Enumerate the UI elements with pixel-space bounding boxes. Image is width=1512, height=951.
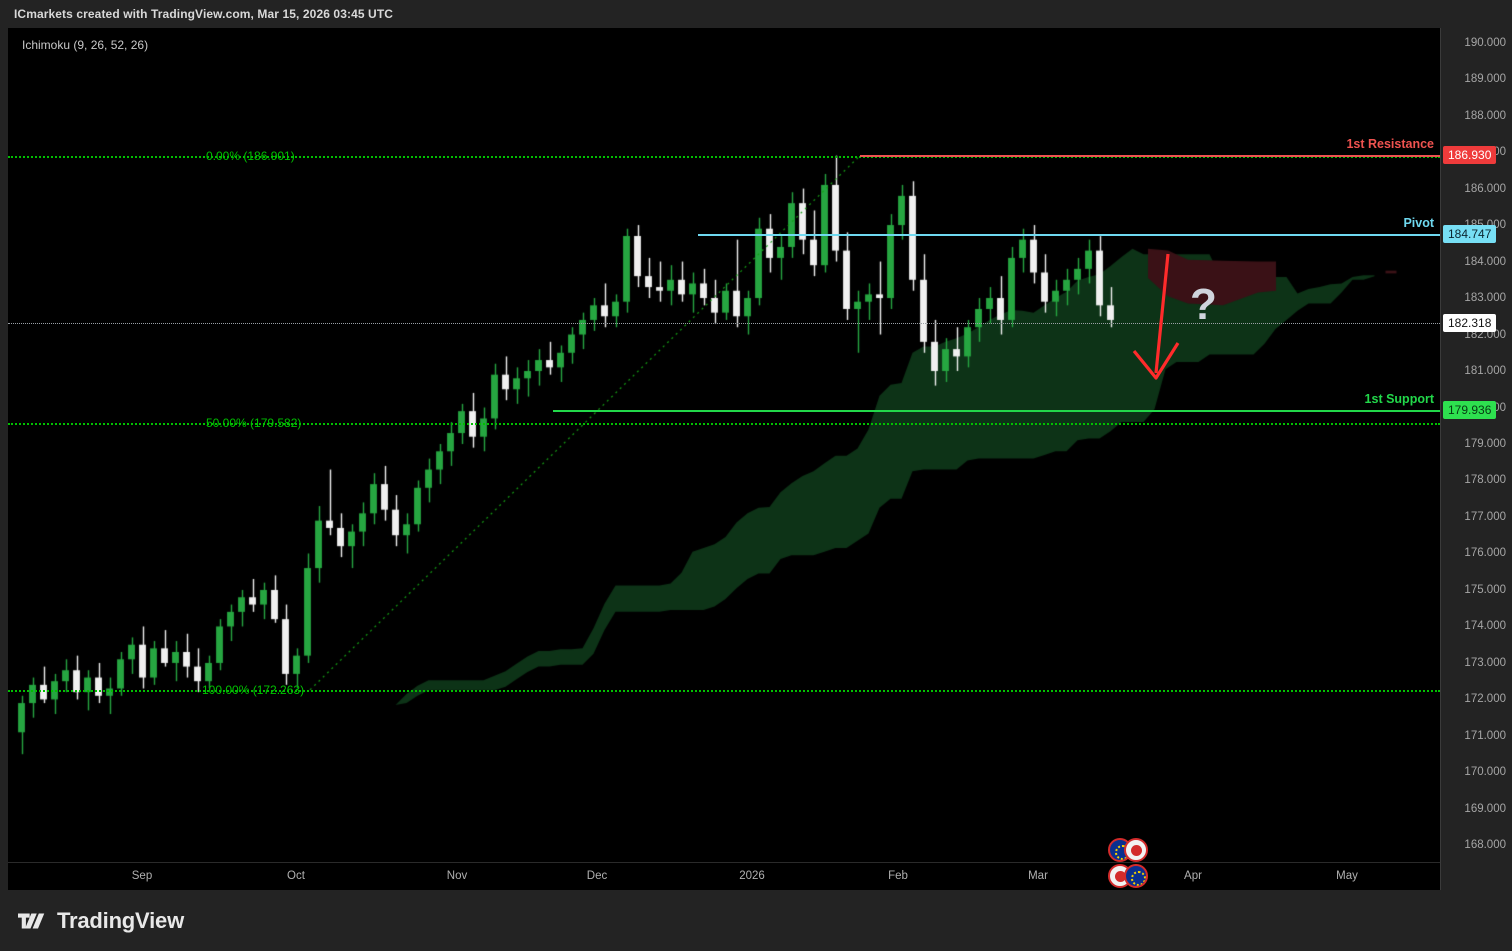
price-tick: 173.000 — [1464, 656, 1506, 669]
price-tick: 174.000 — [1464, 620, 1506, 633]
chart-footer: TradingView — [0, 890, 1512, 951]
time-tick: Nov — [446, 870, 468, 882]
price-tick: 172.000 — [1464, 693, 1506, 706]
level-label-pivot: Pivot — [1403, 216, 1434, 231]
price-tick: 189.000 — [1464, 73, 1506, 86]
level-line-pivot — [698, 234, 1440, 237]
price-tick: 171.000 — [1464, 729, 1506, 742]
price-tick: 190.000 — [1464, 36, 1506, 49]
last-price-line — [8, 322, 1440, 324]
price-tick: 168.000 — [1464, 839, 1506, 852]
price-tick: 188.000 — [1464, 109, 1506, 122]
price-tick: 175.000 — [1464, 583, 1506, 596]
tradingview-logo[interactable]: TradingView — [18, 908, 184, 934]
fib-label: 100.00% (172.263) — [202, 682, 305, 697]
price-badge-1st-resistance: 186.930 — [1443, 145, 1497, 164]
tradingview-wordmark: TradingView — [57, 907, 184, 933]
price-tick: 169.000 — [1464, 802, 1506, 815]
chart-header-title: ICmarkets created with TradingView.com, … — [14, 7, 394, 21]
level-label-1st-resistance: 1st Resistance — [1346, 136, 1434, 151]
chart-header: ICmarkets created with TradingView.com, … — [0, 0, 1512, 28]
fib-line — [8, 689, 1440, 692]
symbol-flag-pair-top — [1108, 838, 1148, 862]
time-scale[interactable]: Sep Oct Nov Dec 2026 Feb Mar Apr May — [8, 862, 1440, 890]
price-badge-last-price: 182.318 — [1443, 313, 1497, 332]
price-tick: 184.000 — [1464, 255, 1506, 268]
price-tick: 177.000 — [1464, 510, 1506, 523]
time-tick: Feb — [888, 870, 908, 882]
time-tick: Dec — [586, 870, 608, 882]
chart-plot[interactable] — [8, 28, 1440, 860]
time-tick: Oct — [287, 870, 305, 882]
time-tick: Mar — [1028, 870, 1048, 882]
question-mark-annotation: ? — [1190, 280, 1217, 330]
level-line-1st-resistance — [860, 154, 1440, 157]
candlestick-canvas — [8, 28, 1440, 860]
time-tick: Apr — [1184, 870, 1202, 882]
level-line-1st-support — [553, 409, 1440, 412]
time-tick: May — [1336, 870, 1358, 882]
fib-line — [8, 422, 1440, 425]
price-tick: 178.000 — [1464, 474, 1506, 487]
price-scale[interactable]: 190.000189.000188.000187.000186.000185.0… — [1440, 28, 1512, 890]
price-tick: 186.000 — [1464, 182, 1506, 195]
time-tick: 2026 — [739, 870, 765, 882]
symbol-flag-pair-bottom — [1108, 864, 1148, 888]
fib-line — [8, 155, 1440, 158]
price-badge-pivot: 184.747 — [1443, 225, 1497, 244]
price-tick: 181.000 — [1464, 365, 1506, 378]
tradingview-logo-icon — [18, 913, 45, 928]
price-badge-1st-support: 179.936 — [1443, 400, 1497, 419]
eu-flag-icon — [1124, 864, 1148, 888]
price-tick: 183.000 — [1464, 292, 1506, 305]
price-tick: 170.000 — [1464, 766, 1506, 779]
fib-label: 50.00% (179.582) — [206, 415, 302, 430]
level-label-1st-support: 1st Support — [1364, 391, 1434, 406]
jp-flag-icon — [1124, 838, 1148, 862]
fib-label: 0.00% (186.901) — [206, 148, 295, 163]
price-tick: 179.000 — [1464, 438, 1506, 450]
price-tick: 176.000 — [1464, 547, 1506, 560]
time-tick: Sep — [131, 870, 153, 882]
chart-area[interactable]: Ichimoku (9, 26, 52, 26) 0.00% (186.901)… — [8, 28, 1440, 890]
